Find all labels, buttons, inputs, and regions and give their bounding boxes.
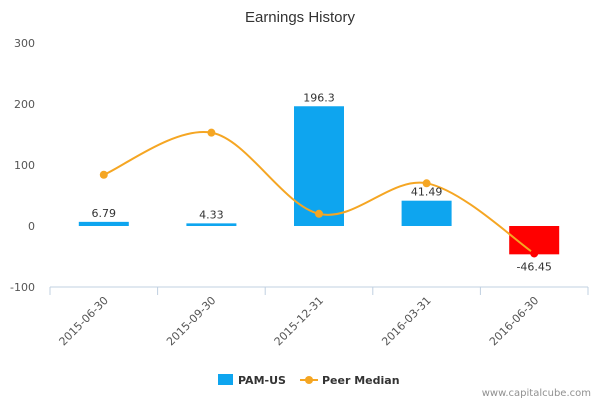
legend-label-pam-us: PAM-US (238, 374, 286, 387)
y-tick-label: -100 (10, 281, 35, 294)
bar-2015-09-30 (186, 223, 237, 226)
chart-title: Earnings History (245, 9, 356, 26)
x-tick-label: 2015-12-31 (272, 294, 326, 348)
y-tick-label: 0 (28, 220, 35, 233)
legend-swatch-pam-us (218, 374, 233, 385)
peer-median-point-2016-03-31 (422, 179, 431, 188)
data-labels: 6.79 4.33 196.3 41.49 -46.45 (92, 91, 552, 273)
line-series (99, 128, 539, 258)
bar-2015-12-31 (294, 106, 344, 226)
peer-median-point-2015-06-30 (99, 170, 108, 179)
data-label: 4.33 (199, 208, 224, 221)
y-tick-label: 200 (14, 98, 35, 111)
peer-median-point-2016-06-30 (530, 249, 539, 258)
data-label: 41.49 (411, 186, 443, 199)
peer-median-point-2015-12-31 (315, 209, 323, 218)
credit-text: www.capitalcube.com (482, 388, 591, 399)
x-tick-label: 2016-06-30 (487, 294, 541, 348)
x-tick-label: 2016-03-31 (379, 294, 433, 348)
x-tick-label: 2015-06-30 (57, 294, 111, 348)
legend-marker-peer-median (305, 376, 313, 384)
data-label: 196.3 (303, 91, 335, 104)
bar-series (78, 106, 560, 255)
x-tick-label: 2015-09-30 (164, 294, 218, 348)
legend-label-peer-median: Peer Median (322, 374, 400, 387)
data-label: -46.45 (516, 260, 551, 273)
y-axis-ticks: -100 0 100 200 300 (10, 37, 35, 294)
bar-2015-06-30 (78, 221, 129, 226)
y-tick-label: 300 (14, 37, 35, 50)
x-axis: 2015-06-30 2015-09-30 2015-12-31 2016-03-31… (49, 286, 589, 348)
peer-median-point-2015-09-30 (207, 128, 216, 137)
legend: PAM-US Peer Median (218, 374, 400, 387)
data-label: 6.79 (92, 207, 117, 220)
bar-2016-03-31 (401, 200, 452, 226)
y-tick-label: 100 (14, 159, 35, 172)
